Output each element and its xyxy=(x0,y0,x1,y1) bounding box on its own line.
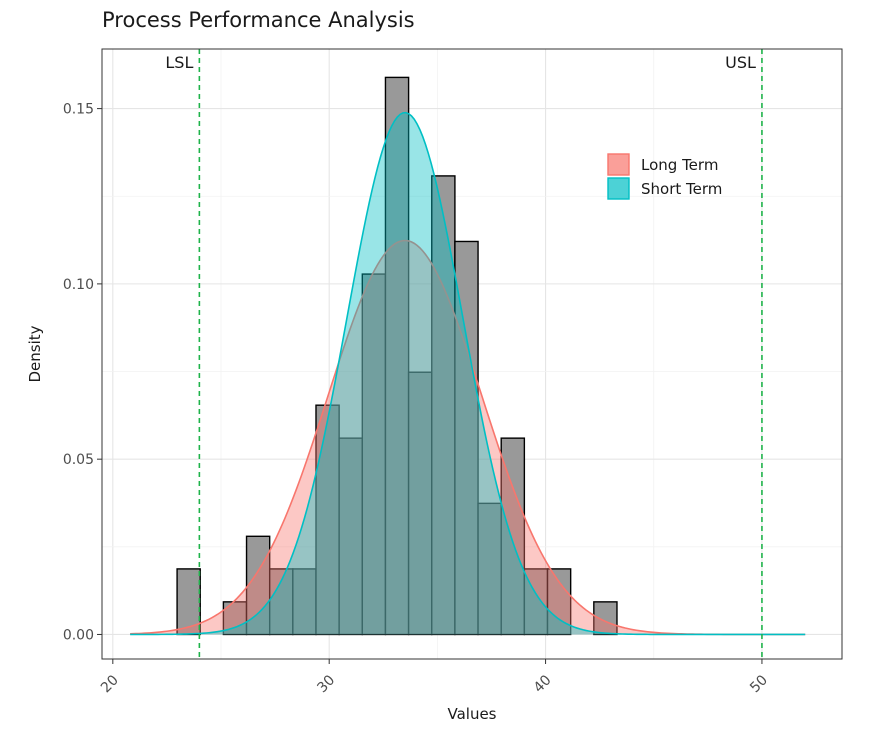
lsl-label: LSL xyxy=(165,53,193,72)
long-term-legend-key xyxy=(607,153,630,176)
short-term-density-line xyxy=(130,111,806,636)
histogram-bar xyxy=(384,76,410,636)
y-tick-label: 0.05 xyxy=(63,452,94,468)
long-term-legend-label: Long Term xyxy=(641,156,718,174)
y-axis-title: Density xyxy=(26,325,44,382)
x-tick-label: 20 xyxy=(98,672,122,696)
short-term-legend-label: Short Term xyxy=(641,180,722,198)
density-curves xyxy=(130,111,806,636)
y-tick-label: 0.10 xyxy=(63,277,94,293)
histogram-bar xyxy=(593,601,618,636)
short-term-legend-key xyxy=(607,177,630,200)
short-term-density-area xyxy=(130,112,806,635)
chart-title: Process Performance Analysis xyxy=(102,8,415,32)
histogram-bar xyxy=(454,240,479,636)
spec-limit-lines: LSL USL xyxy=(165,49,763,659)
histogram-bar xyxy=(500,437,526,636)
x-tick-label: 30 xyxy=(314,672,338,696)
plot-panel-border xyxy=(101,48,843,660)
histogram-bar xyxy=(546,568,572,636)
usl-label: USL xyxy=(725,53,756,72)
x-axis-title: Values xyxy=(447,705,496,723)
x-tick-label: 50 xyxy=(747,672,771,696)
x-tick-label: 40 xyxy=(531,672,555,696)
y-tick-label: 0.00 xyxy=(63,627,94,643)
y-tick-label: 0.15 xyxy=(63,102,94,118)
legend: Long Term Short Term xyxy=(607,153,722,200)
axes: 20 30 40 50 0.00 0.05 0.10 0.15 xyxy=(63,102,771,697)
